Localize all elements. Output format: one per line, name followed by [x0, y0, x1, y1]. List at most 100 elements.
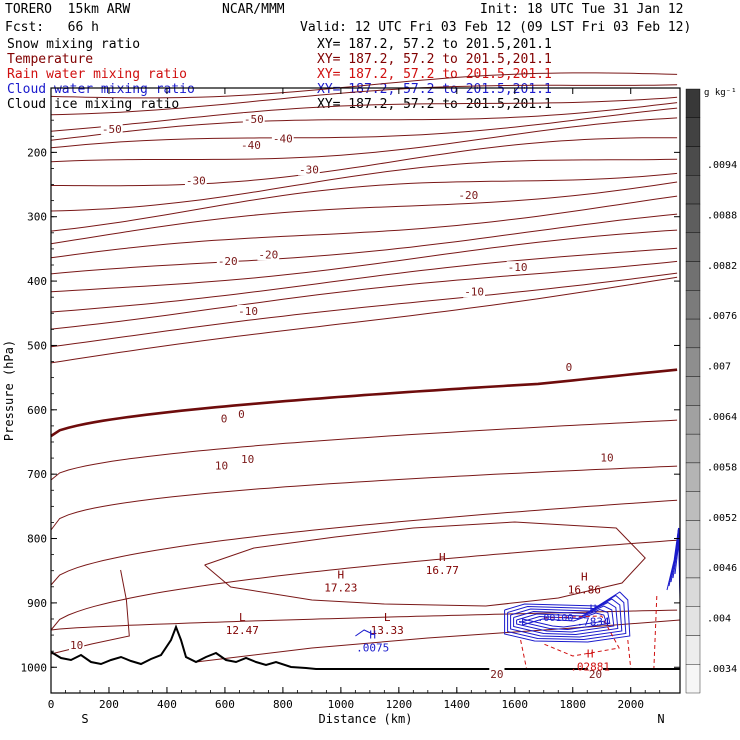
contour-label-bg [237, 304, 259, 317]
colorbar-label: .0046 [707, 563, 737, 574]
x-axis-label: Distance (km) [319, 712, 413, 726]
temperature-label: -10 [464, 286, 484, 299]
contour-label-bg [457, 189, 480, 202]
contour-label-bg [216, 254, 239, 267]
temperature-isotherm [50, 419, 678, 481]
colorbar-segment [685, 664, 701, 694]
x-tick-label: 1600 [502, 698, 529, 711]
colorbar-segment [685, 577, 701, 607]
temperature-isotherm [50, 172, 678, 232]
y-tick-label: 200 [27, 146, 47, 159]
temperature-label: -40 [273, 132, 293, 145]
temperature-label: 10 [70, 639, 83, 652]
y-tick-label: 800 [27, 533, 47, 546]
colorbar-segment [685, 175, 701, 205]
contour-label-bg [240, 138, 262, 151]
colorbar-label: .007 [707, 362, 731, 373]
contour-label-bg [506, 261, 529, 274]
field-name: Cloud water mixing ratio [7, 82, 195, 97]
x-tick-label: 2000 [617, 698, 644, 711]
colorbar-segment [685, 88, 701, 118]
temperature-label: -10 [238, 305, 258, 318]
x-tick-label: 0 [48, 698, 55, 711]
plot-frame [50, 87, 681, 694]
contour-label-bg [297, 163, 320, 176]
colorbar-segment [685, 146, 701, 176]
colorbar-segment [685, 232, 701, 262]
x-tick-label: 1400 [444, 698, 471, 711]
x-tick-label: 600 [215, 698, 235, 711]
contour-label-bg [271, 132, 294, 145]
temperature-isotherm [50, 158, 678, 212]
temperature-label: 0 [238, 408, 245, 421]
temperature-label: 0 [221, 412, 228, 425]
rain-water-contours [520, 595, 658, 669]
colorbar-label: .0088 [707, 210, 737, 221]
colorbar-label: .0052 [707, 513, 737, 524]
colorbar-label: .004 [707, 614, 731, 625]
temperature-isotherm [50, 84, 678, 116]
extremum-value: .0075 [356, 641, 389, 654]
field-name: Snow mixing ratio [7, 37, 141, 52]
y-tick-label: 1000 [21, 661, 48, 674]
temperature-label: 10 [215, 459, 228, 472]
colorbar-segment [685, 606, 701, 636]
temperature-isotherm [50, 260, 678, 330]
chart-marks: -50-50-40 -40-30-30-20 -20-20-10-10-100 001… [68, 113, 615, 681]
y-tick-label: 600 [27, 404, 47, 417]
field-name: Cloud ice mixing ratio [7, 97, 180, 112]
cloud-water-contour [513, 601, 619, 636]
cloud-water-contour [355, 629, 373, 637]
field-name: Rain water mixing ratio [7, 67, 188, 82]
contour-label-bg [68, 639, 85, 652]
colorbar-segment [685, 376, 701, 406]
temperature-label: 10 [241, 453, 254, 466]
x-tick-label: 400 [157, 698, 177, 711]
field-xy: XY= 187.2, 57.2 to 201.5,201.1 [317, 52, 552, 67]
extremum-marker: H [590, 603, 597, 616]
temperature-label: -30 [186, 174, 206, 187]
temperature-isotherm [195, 619, 681, 663]
temperature-isotherm [50, 107, 678, 149]
contour-label-bg [184, 174, 207, 187]
temperature-label: -40 [241, 139, 261, 152]
cloud-water-contour [504, 591, 631, 643]
temperature-isotherm [50, 181, 678, 245]
contour-label-bg [242, 113, 265, 126]
colorbar-unit: g kg⁻¹ [704, 88, 737, 98]
cloud-water-contour [516, 605, 615, 633]
temperature-isotherm [50, 229, 678, 293]
x-tick-label: 200 [99, 698, 119, 711]
y-tick-label: 500 [27, 339, 47, 352]
contour-label-bg [237, 407, 246, 420]
temperature-contours [50, 72, 681, 663]
extremum-value: .02881 [570, 661, 610, 674]
extremum-value: .7834 [576, 616, 609, 629]
x-tick-label: 1000 [328, 698, 355, 711]
temperature-isotherm [50, 465, 678, 531]
colorbar: .0094 .0088 .0082 .0076 .007 .0064 .0058 .0052.… [685, 88, 737, 694]
field-xy: XY= 187.2, 57.2 to 201.5,201.1 [317, 97, 552, 112]
contour-label-bg [213, 459, 230, 472]
colorbar-label: .0064 [707, 412, 737, 423]
temperature-isotherm [50, 499, 678, 586]
temperature-label: -50 [244, 113, 264, 126]
contour-label-bg [599, 451, 615, 464]
contour-label-bg [463, 285, 485, 298]
temperature-isotherm [50, 102, 678, 141]
temperature-isotherm [50, 247, 678, 313]
temperature-label: 0 [566, 361, 573, 374]
extremum-marker: L [239, 611, 246, 624]
colorbar-segment [685, 433, 701, 464]
temperature-isotherm [50, 72, 678, 99]
contour-label-bg [587, 667, 604, 680]
colorbar-label: .0076 [707, 311, 737, 322]
temperature-isotherm [50, 272, 678, 348]
temperature-label: 10 [600, 452, 613, 465]
rain-water-contour [653, 595, 658, 669]
rain-water-contour [520, 639, 527, 669]
extremum-marker: H [581, 570, 588, 583]
temperature-label: 20 [490, 668, 503, 681]
colorbar-segment [685, 347, 701, 377]
extremum-marker: H [338, 568, 345, 581]
